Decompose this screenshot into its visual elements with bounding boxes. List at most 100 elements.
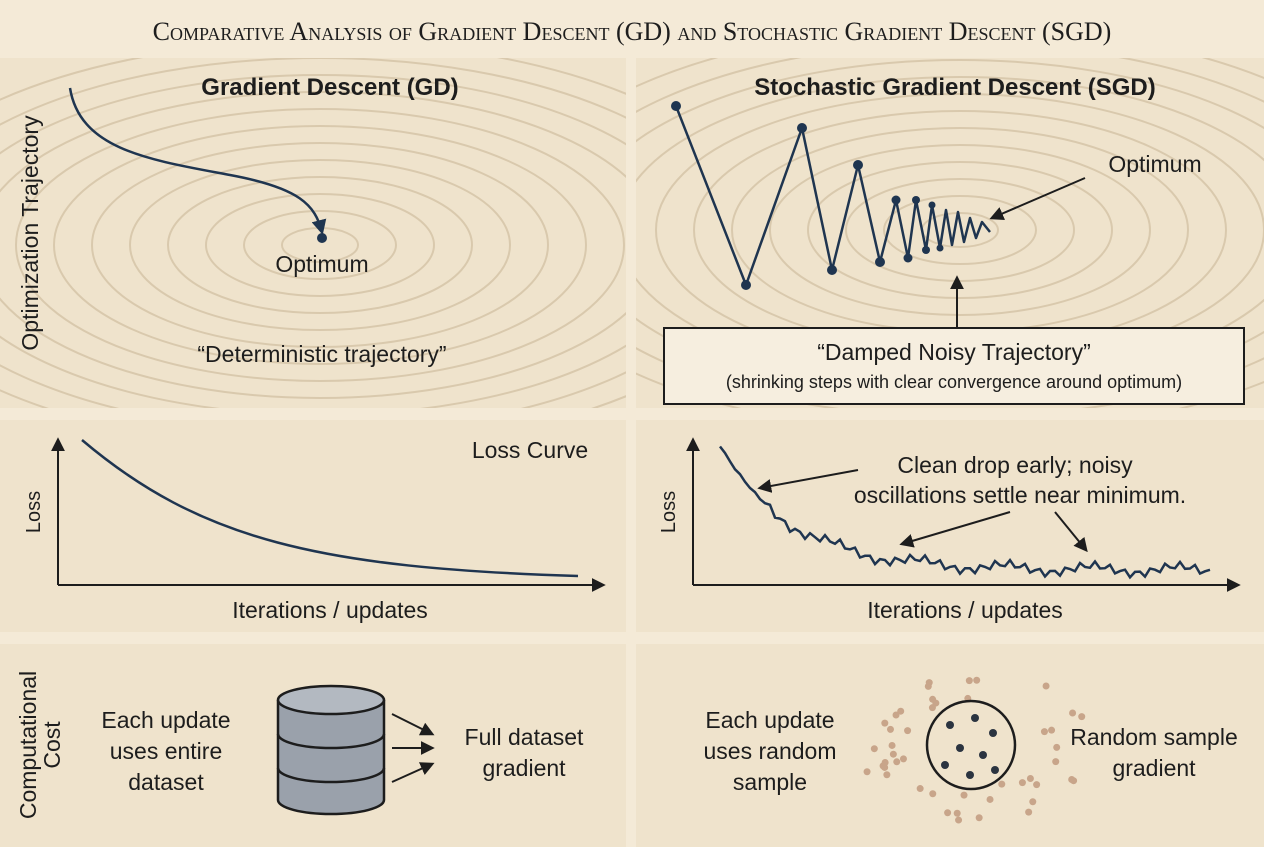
pointer-arrow — [989, 177, 1086, 221]
panel — [0, 420, 626, 632]
sample-circle — [925, 699, 1017, 791]
caption-box — [663, 327, 1245, 405]
sample-dot — [965, 677, 973, 685]
sample-dot — [986, 795, 994, 803]
sample-dot — [1033, 781, 1041, 789]
contour — [53, 125, 587, 365]
row-label: Computational — [15, 671, 41, 819]
caption: “Damped Noisy Trajectory” — [817, 339, 1091, 365]
sample-dot — [1042, 682, 1050, 690]
sample-dot — [863, 768, 871, 776]
caption: “Deterministic trajectory” — [197, 341, 446, 367]
sample-dots — [863, 676, 1086, 824]
result-line: Random sample — [1070, 724, 1237, 750]
sample-dot — [929, 695, 937, 703]
sample-dot — [1048, 726, 1056, 734]
sample-dot — [955, 816, 963, 824]
sample-dot — [893, 758, 901, 766]
result-line: gradient — [482, 755, 566, 781]
contour — [15, 108, 625, 382]
row-label: Cost — [39, 721, 65, 769]
result-line: Full dataset — [465, 724, 585, 750]
y-axis-label: Loss — [658, 491, 680, 533]
x-axis-label: Iterations / updates — [867, 597, 1063, 623]
annotation: Clean drop early; noisy — [897, 452, 1133, 478]
sample-dot — [881, 758, 889, 766]
sample-dot — [998, 780, 1006, 788]
loss-curve — [81, 439, 579, 578]
sample-dot — [897, 707, 905, 715]
sample-dot — [1069, 709, 1077, 717]
sample-dot — [892, 711, 900, 719]
sample-dot — [953, 809, 961, 817]
description-line: Each update — [705, 707, 834, 733]
sample-dot — [870, 745, 878, 753]
pointer-arrow — [1054, 511, 1088, 553]
contour — [205, 193, 435, 297]
sample-dot — [1040, 728, 1048, 736]
sampled-points — [941, 714, 999, 779]
sample-dot — [889, 750, 897, 758]
optimum-label: Optimum — [275, 251, 368, 277]
description-line: uses random — [704, 738, 837, 764]
sample-dot — [1053, 743, 1061, 751]
sample-dot — [904, 727, 912, 735]
sample-dot — [886, 725, 894, 733]
contour — [129, 159, 511, 331]
contour — [243, 210, 397, 280]
main-title: Comparative Analysis of Gradient Descent… — [153, 17, 1112, 46]
database-icon — [276, 684, 386, 816]
sample-dot — [929, 790, 937, 798]
flow-arrows — [391, 713, 435, 783]
sample-dot — [1052, 758, 1060, 766]
sample-dot — [973, 676, 981, 684]
contour — [883, 195, 1037, 265]
sample-dot — [1018, 779, 1026, 787]
sample-dot — [960, 791, 968, 799]
contour — [807, 161, 1113, 299]
contour — [91, 142, 549, 348]
panel-title: Gradient Descent (GD) — [201, 74, 458, 101]
description-line: Each update — [101, 707, 230, 733]
gd-path — [68, 87, 327, 235]
y-axis-label: Loss — [23, 491, 45, 533]
description-line: dataset — [128, 769, 204, 795]
panel-title: Loss Curve — [472, 437, 588, 463]
description: Each update uses entire dataset — [101, 707, 230, 795]
sample-dot — [1029, 798, 1037, 806]
contour-lines — [0, 58, 626, 408]
sample-dot — [881, 719, 889, 727]
sample-dot — [944, 809, 952, 817]
panel-title: Stochastic Gradient Descent (SGD) — [754, 74, 1155, 101]
loss-curve — [719, 445, 1211, 580]
sample-dot — [925, 679, 933, 687]
sample-dot — [1026, 775, 1034, 783]
sample-dot — [916, 785, 924, 793]
description-line: sample — [733, 769, 807, 795]
row-label: Optimization Trajectory — [17, 115, 43, 351]
sgd-steps — [671, 101, 944, 290]
contour — [769, 144, 1151, 316]
sample-dot — [883, 771, 891, 779]
contour — [0, 74, 626, 408]
contour — [0, 91, 626, 399]
sample-dot — [1078, 713, 1086, 721]
annotation: oscillations settle near minimum. — [854, 482, 1186, 508]
sample-dot — [975, 814, 983, 822]
pointer-arrow — [757, 469, 859, 493]
x-axis-label: Iterations / updates — [232, 597, 428, 623]
description-line: uses entire — [110, 738, 223, 764]
sample-dot — [1070, 777, 1078, 785]
panel — [636, 420, 1264, 632]
sample-dot — [888, 741, 896, 749]
optimum-point — [317, 233, 327, 243]
pointer-arrow — [899, 511, 1011, 548]
sgd-path — [674, 105, 991, 287]
sample-dot — [899, 755, 907, 763]
optimum-label: Optimum — [1108, 151, 1201, 177]
contour — [167, 176, 473, 314]
sample-dot — [1025, 808, 1033, 816]
